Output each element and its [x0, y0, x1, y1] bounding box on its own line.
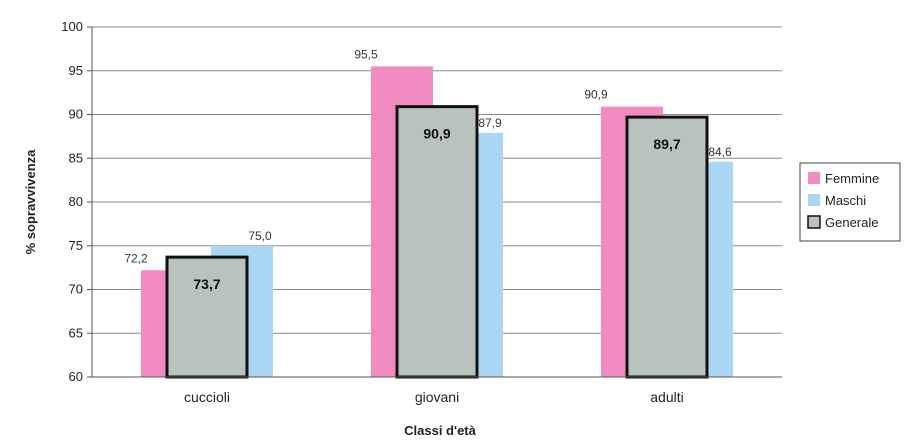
y-tick-label: 75 — [69, 238, 83, 253]
legend-swatch-generale — [807, 215, 821, 229]
bar-generale-cuccioli — [165, 255, 249, 379]
y-tick-label: 80 — [69, 194, 83, 209]
legend-swatch-femmine — [808, 172, 820, 184]
legend-label-maschi: Maschi — [825, 193, 866, 208]
category-label: adulti — [650, 389, 683, 405]
data-label-maschi: 87,9 — [478, 116, 502, 130]
legend-label-generale: Generale — [825, 215, 878, 230]
data-label-generale: 73,7 — [193, 276, 220, 292]
data-label-generale: 90,9 — [423, 126, 450, 142]
y-tick-label: 60 — [69, 369, 83, 384]
y-axis-title: % sopravvivenza — [23, 149, 38, 255]
x-axis-title: Classi d'età — [404, 423, 477, 438]
legend-label-femmine: Femmine — [825, 171, 879, 186]
y-tick-label: 95 — [69, 63, 83, 78]
category-labels: cuccioli giovani adulti — [184, 389, 684, 405]
y-tick-labels: 60 65 70 75 80 85 90 95 100 — [61, 19, 83, 384]
y-tick-label: 65 — [69, 325, 83, 340]
bars — [141, 66, 733, 379]
data-label-femmine: 95,5 — [354, 47, 378, 61]
data-label-generale: 89,7 — [653, 136, 680, 152]
data-label-femmine: 90,9 — [584, 88, 608, 102]
legend-swatch-maschi — [808, 194, 820, 206]
category-label: giovani — [415, 389, 459, 405]
data-labels: 72,2 75,0 73,7 95,5 87,9 90,9 90,9 84,6 89,7 — [124, 47, 732, 292]
bar-generale-giovani — [395, 105, 479, 379]
y-tick-label: 85 — [69, 150, 83, 165]
y-tick-label: 70 — [69, 282, 83, 297]
data-label-maschi: 75,0 — [248, 229, 272, 243]
y-tick-label: 100 — [61, 19, 83, 34]
legend: Femmine Maschi Generale — [799, 162, 901, 242]
category-label: cuccioli — [184, 389, 230, 405]
data-label-maschi: 84,6 — [708, 145, 732, 159]
y-tick-label: 90 — [69, 107, 83, 122]
data-label-femmine: 72,2 — [124, 251, 148, 265]
bar-generale-adulti — [625, 115, 709, 379]
